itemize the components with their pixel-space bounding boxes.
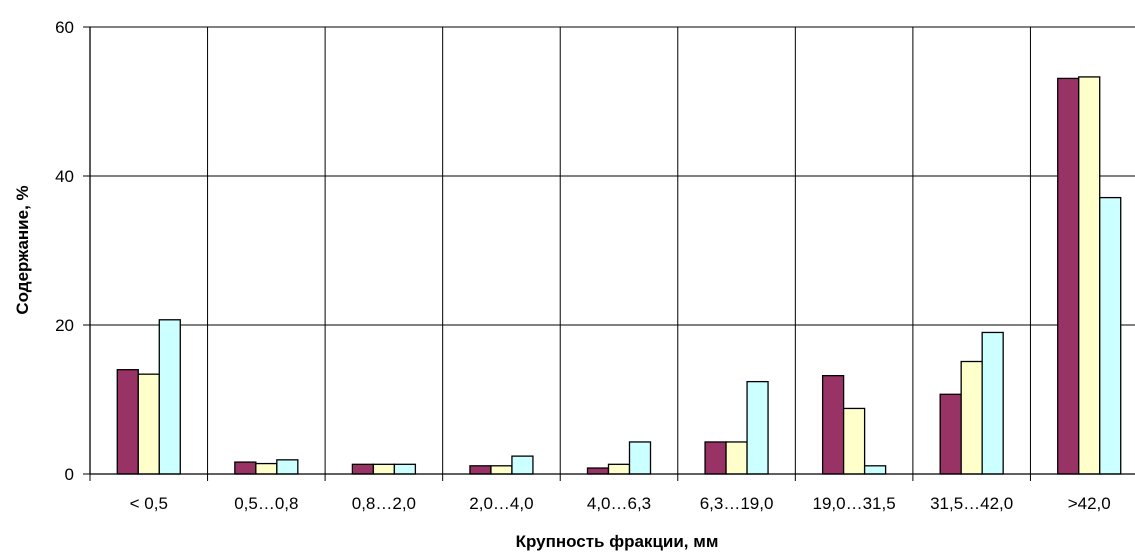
- x-tick-label: 4,0…6,3: [587, 494, 651, 513]
- grid-lines: [90, 26, 1135, 474]
- bar: [490, 465, 513, 475]
- bar: [1078, 76, 1101, 475]
- bar: [607, 463, 631, 475]
- y-tick-labels: 0 20 40 60: [55, 18, 74, 484]
- x-tick-label: >42,0: [1068, 494, 1111, 513]
- bar: [511, 455, 534, 475]
- bar: [234, 461, 257, 475]
- bar: [863, 465, 887, 475]
- bar: [1099, 196, 1122, 475]
- bar: [628, 441, 652, 475]
- x-tick-label: 0,8…2,0: [352, 494, 416, 513]
- bar: [704, 441, 727, 475]
- y-tick-label: 60: [55, 18, 74, 37]
- bar: [469, 465, 492, 475]
- x-tick-label: 31,5…42,0: [930, 494, 1013, 513]
- bar: [960, 360, 983, 475]
- bar: [372, 463, 396, 475]
- bar: [351, 463, 375, 475]
- bar: [746, 380, 769, 475]
- x-axis-title: Крупность фракции, мм: [516, 532, 719, 551]
- axes: [83, 26, 1135, 481]
- bar: [821, 375, 845, 475]
- bar: [1057, 77, 1080, 475]
- x-tick-label: 19,0…31,5: [813, 494, 896, 513]
- y-tick-label: 0: [65, 465, 74, 484]
- bar: [725, 441, 748, 475]
- y-axis-title: Содержание, %: [13, 185, 32, 314]
- x-tick-labels: < 0,5 0,5…0,8 0,8…2,0 2,0…4,0 4,0…6,3 6,3…19,…: [130, 494, 1111, 513]
- x-tick-label: 6,3…19,0: [700, 494, 774, 513]
- bar: [255, 462, 278, 475]
- bar: [939, 393, 962, 475]
- y-tick-label: 20: [55, 316, 74, 335]
- bar: [116, 369, 139, 475]
- bar: [586, 467, 610, 475]
- bars: [116, 76, 1122, 475]
- bar: [842, 407, 866, 475]
- bar: [158, 319, 181, 475]
- x-tick-label: 0,5…0,8: [234, 494, 298, 513]
- y-tick-label: 40: [55, 167, 74, 186]
- x-tick-label: < 0,5: [130, 494, 168, 513]
- bar: [393, 463, 417, 475]
- bar: [137, 373, 160, 475]
- bar: [276, 459, 299, 475]
- x-tick-label: 2,0…4,0: [469, 494, 533, 513]
- bar: [981, 331, 1004, 475]
